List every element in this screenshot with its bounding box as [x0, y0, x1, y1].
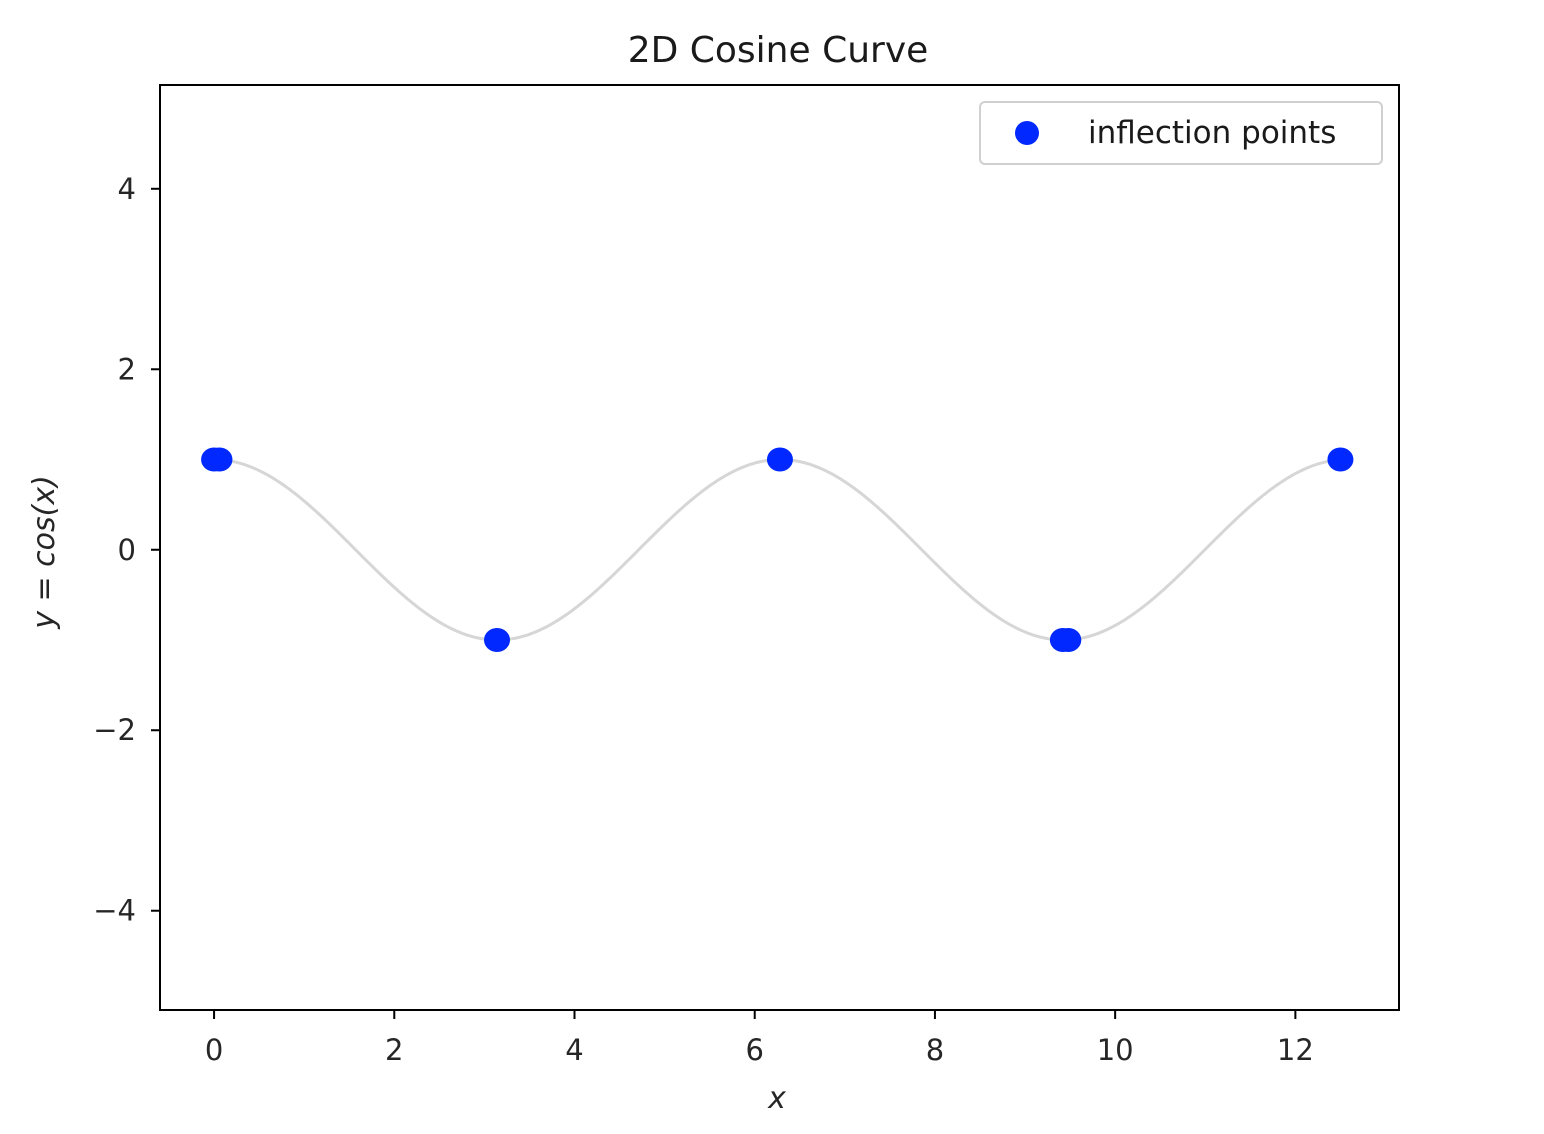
inflection-point-5	[1055, 628, 1082, 652]
legend-marker	[1015, 121, 1039, 145]
y-tick-label-2: 2	[118, 352, 136, 386]
y-tick-label--2: −2	[93, 713, 136, 747]
x-tick-label-6: 6	[745, 1033, 763, 1067]
x-tick-label-4: 4	[565, 1033, 583, 1067]
legend-label: inflection points	[1088, 115, 1336, 151]
x-tick-label-8: 8	[926, 1033, 944, 1067]
legend-box	[979, 101, 1383, 165]
y-tick-label--4: −4	[93, 894, 136, 928]
y-tick-label-4: 4	[118, 172, 136, 206]
chart-title: 2D Cosine Curve	[628, 30, 929, 71]
cosine-curve-layer	[214, 458, 1341, 642]
inflection-point-1	[206, 447, 233, 472]
y-axis-title: y = cos(x)	[27, 475, 62, 630]
x-axis-ticks: 0 2 4 6 8 10 12	[205, 1010, 1314, 1067]
x-tick-label-2: 2	[385, 1033, 403, 1067]
plot-area-frame	[159, 84, 1400, 1011]
y-axis-ticks: 4 2 0 −2 −4	[93, 172, 160, 928]
x-tick-label-12: 12	[1277, 1033, 1314, 1067]
x-tick-label-10: 10	[1097, 1033, 1134, 1067]
inflection-point-6	[1327, 447, 1354, 472]
x-axis-title: x	[767, 1081, 786, 1116]
cosine-curve-line	[214, 458, 1341, 642]
inflection-point-2	[484, 628, 511, 652]
x-tick-label-0: 0	[205, 1033, 223, 1067]
y-tick-label-0: 0	[118, 533, 136, 567]
legend: inflection points	[979, 101, 1383, 165]
inflection-point-3	[766, 447, 793, 472]
inflection-points-layer	[201, 447, 1354, 652]
